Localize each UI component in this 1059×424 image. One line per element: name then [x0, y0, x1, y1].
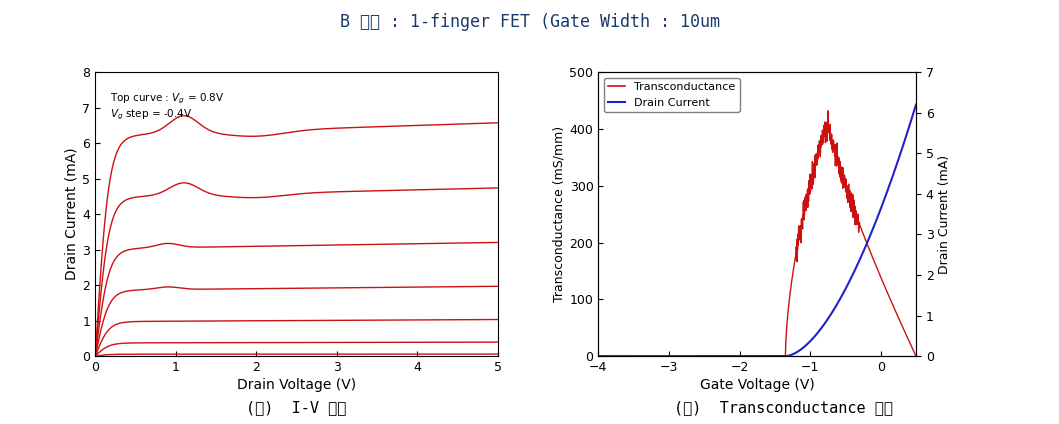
- Y-axis label: Drain Current (mA): Drain Current (mA): [65, 148, 78, 280]
- Text: Top curve : $V_g$ = 0.8V: Top curve : $V_g$ = 0.8V: [110, 92, 225, 106]
- Legend: Transconductance, Drain Current: Transconductance, Drain Current: [604, 78, 739, 112]
- Text: (나)  Transconductance 공선: (나) Transconductance 공선: [675, 401, 893, 416]
- X-axis label: Gate Voltage (V): Gate Voltage (V): [700, 378, 814, 392]
- Y-axis label: Drain Current (mA): Drain Current (mA): [938, 155, 951, 273]
- X-axis label: Drain Voltage (V): Drain Voltage (V): [237, 378, 356, 392]
- Text: (가)  I-V 공선: (가) I-V 공선: [247, 401, 346, 416]
- Text: B 소자 : 1-finger FET (Gate Width : 10um: B 소자 : 1-finger FET (Gate Width : 10um: [340, 13, 719, 31]
- Text: $V_g$ step = -0.4V: $V_g$ step = -0.4V: [110, 108, 192, 122]
- Y-axis label: Transconductance (mS/mm): Transconductance (mS/mm): [553, 126, 566, 302]
